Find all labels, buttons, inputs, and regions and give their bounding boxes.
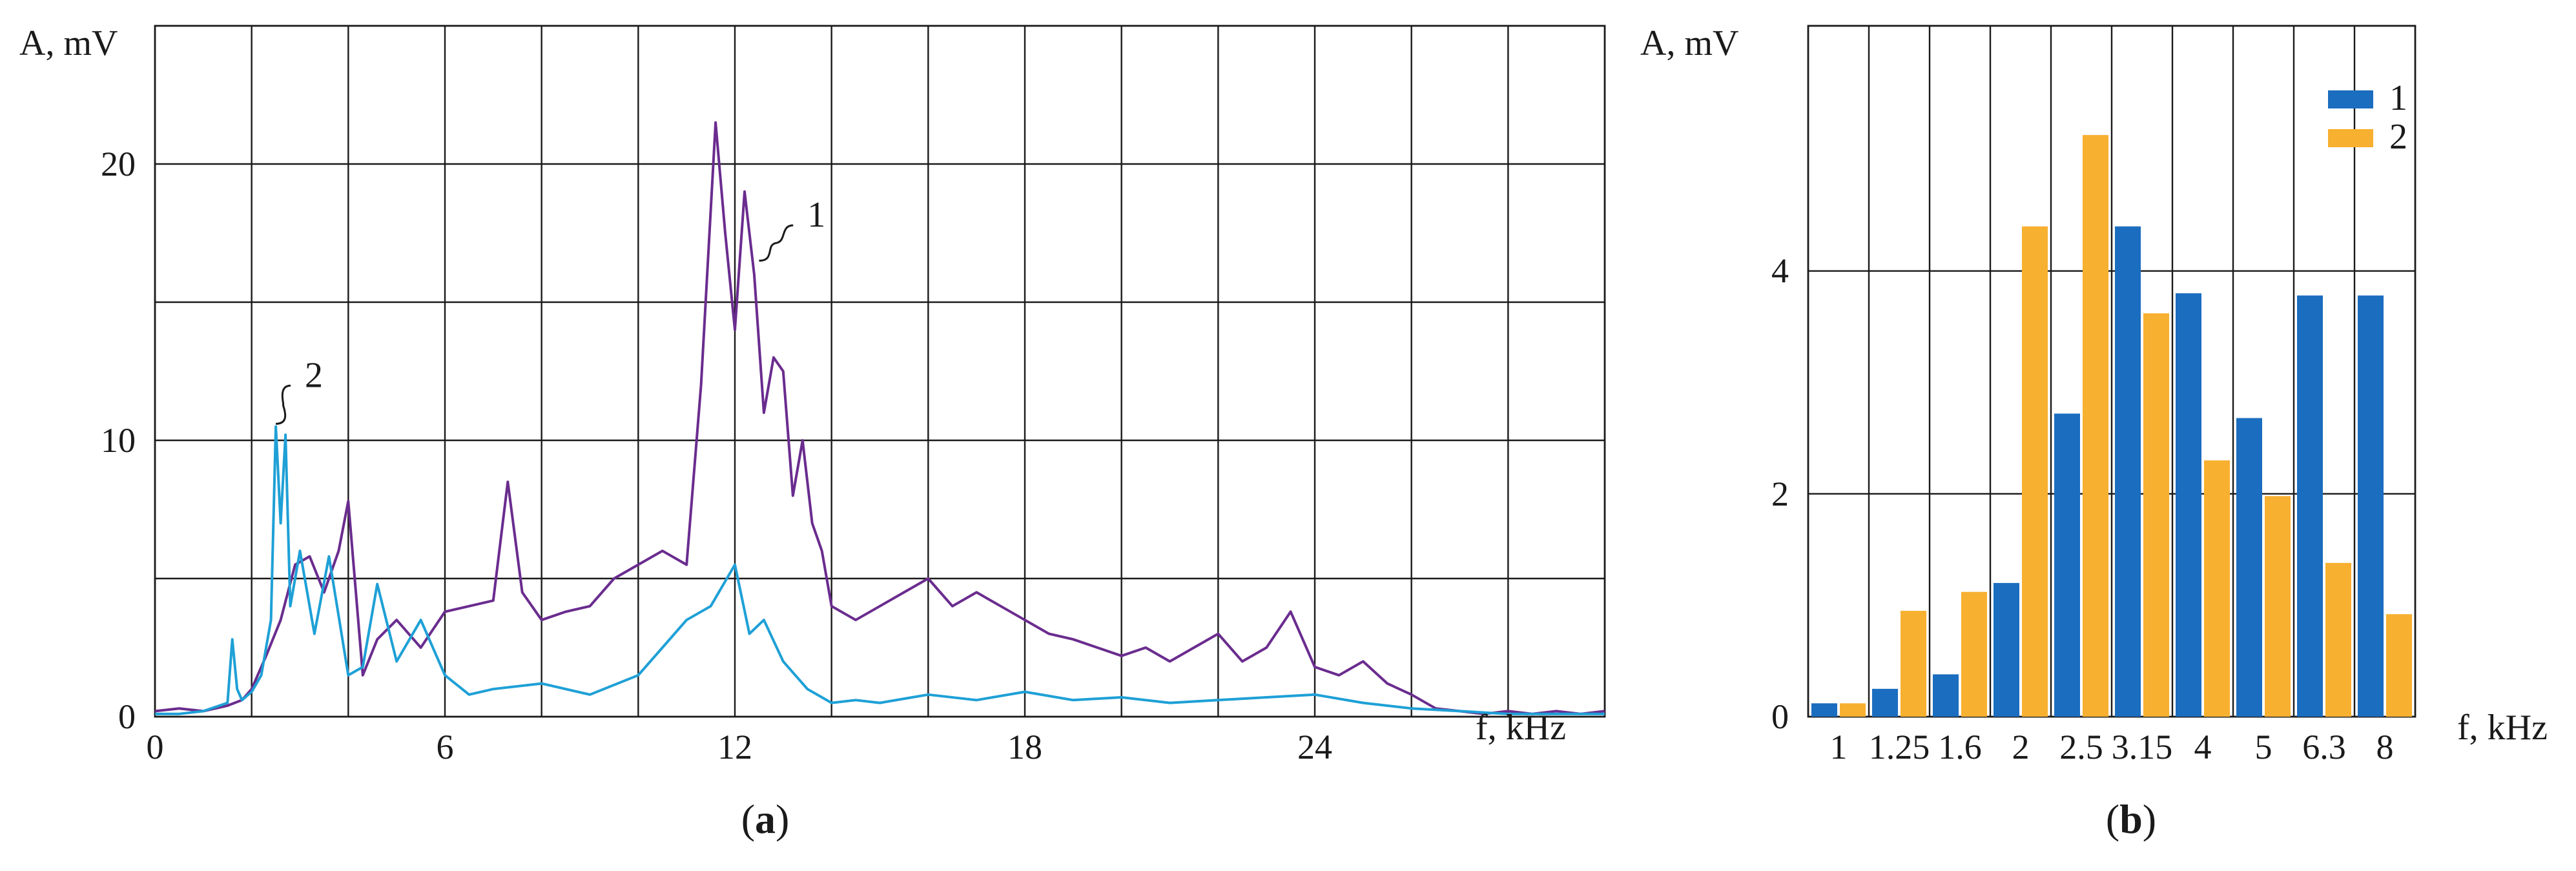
panel-b-y-tick-label: 2 [1771, 475, 1789, 513]
panel-b-bar-series-1 [2176, 293, 2201, 717]
panel-b-legend: 12 [2328, 78, 2407, 157]
panel-a-y-tick-label: 0 [118, 697, 136, 736]
panel-a-x-tick-label: 6 [437, 728, 454, 766]
panel-b-bar-series-2 [1901, 611, 1926, 717]
panel-a-y-axis-label: A, mV [19, 23, 118, 63]
panel-b-bar-series-2 [2143, 313, 2169, 717]
panel-a-y-tick-label: 10 [101, 421, 136, 460]
panel-a-grid [154, 25, 1606, 718]
panel-b-bar-series-1 [2297, 295, 2323, 717]
panel-b-tick-labels: 1 1.25 1.6 2 2.5 3.15 4 5 6.3 8 0 2 4 [1771, 252, 2394, 766]
panel-b-bar-series-2 [1840, 703, 1866, 717]
panel-b-bar-series-2 [1961, 591, 1987, 717]
panel-b-bar-series-1 [1811, 703, 1837, 717]
panel-b-x-tick-label: 2 [2012, 728, 2030, 766]
panel-b-x-tick-label: 3.15 [2112, 728, 2173, 766]
panel-b-bar-series-2 [2265, 496, 2291, 717]
panel-b-grid [1807, 25, 2416, 718]
panel-a-annotation-label: 1 [807, 195, 825, 235]
panel-b-x-axis-label: f, kHz [2457, 708, 2548, 748]
panel-b-legend-label: 1 [2389, 78, 2407, 118]
panel-b-bar-series-1 [2054, 413, 2080, 717]
panel-a-annotation-leader [759, 224, 794, 262]
panel-b-bar-series-1 [2115, 226, 2141, 717]
panel-b-x-tick-label: 6.3 [2302, 728, 2346, 766]
panel-a-label: (a) [741, 796, 790, 842]
panel-a-x-axis-label: f, kHz [1476, 708, 1566, 748]
panel-a-annotation-leader [275, 384, 291, 425]
panel-b-bar-series-1 [1994, 582, 2019, 717]
panel-b-bar-series-1 [1933, 674, 1959, 717]
panel-a-y-tick-label: 20 [101, 145, 136, 183]
panel-b-bars [1811, 135, 2412, 717]
panel-a-x-tick-label: 12 [717, 728, 752, 766]
panel-b-x-tick-label: 8 [2376, 728, 2394, 766]
panel-b-legend-swatch [2328, 90, 2373, 108]
panel-b-bar-series-2 [2083, 135, 2108, 717]
panel-b-x-tick-label: 5 [2255, 728, 2272, 766]
panel-b-x-tick-label: 1.6 [1938, 728, 1982, 766]
panel-b-legend-label: 2 [2389, 117, 2407, 157]
panel-b-label: (b) [2106, 796, 2156, 842]
panel-a-x-tick-label: 24 [1297, 728, 1332, 766]
panel-b-x-tick-label: 1.25 [1869, 728, 1930, 766]
panel-b-bar-series-2 [2386, 614, 2412, 717]
panel-b-legend-swatch [2328, 129, 2373, 147]
panel-a-x-tick-label: 18 [1007, 728, 1042, 766]
panel-a-frame [154, 25, 1606, 718]
panel-a-series-2-line [155, 425, 1605, 715]
panel-b-bar-series-2 [2204, 460, 2230, 717]
panel-b-x-tick-label: 4 [2194, 728, 2212, 766]
panel-a-annotation-label: 2 [305, 355, 323, 395]
panel-b-bar-series-1 [2236, 418, 2262, 717]
panel-b-y-tick-label: 0 [1771, 697, 1789, 736]
panel-a-annotations: 12 [275, 195, 825, 425]
panel-b-bar-series-1 [2358, 295, 2384, 717]
panel-b-bar-series-1 [1872, 688, 1898, 717]
panel-b-bar-series-2 [2022, 226, 2048, 717]
panel-b-x-tick-label: 2.5 [2059, 728, 2103, 766]
panel-a-series [154, 121, 1605, 715]
panel-b-y-tick-label: 4 [1771, 252, 1789, 291]
panel-a-series-1-line [154, 121, 1605, 715]
panel-b-y-axis-label: A, mV [1640, 23, 1738, 63]
panel-b-x-tick-label: 1 [1830, 728, 1848, 766]
panel-a-x-tick-label: 0 [147, 728, 164, 766]
panel-b-bar-series-2 [2325, 562, 2351, 717]
